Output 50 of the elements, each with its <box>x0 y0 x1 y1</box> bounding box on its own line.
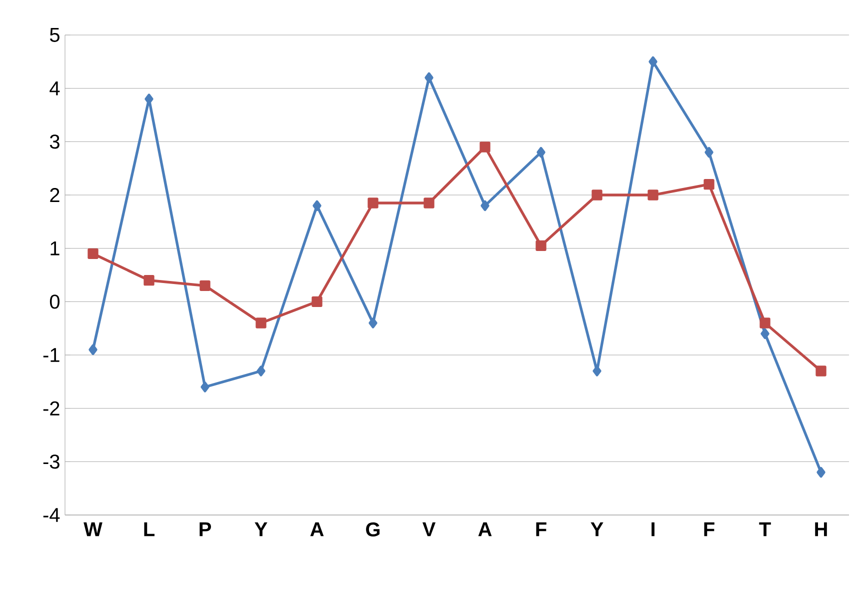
x-tick-label: Y <box>254 522 268 536</box>
x-tick-label: H <box>815 522 827 536</box>
point <box>648 190 658 200</box>
point <box>368 198 378 208</box>
point <box>480 142 490 152</box>
x-tick-label: W <box>84 522 102 536</box>
point <box>200 382 210 392</box>
y-tick-label: 2 <box>50 188 60 202</box>
x-tick-label: G <box>366 522 380 537</box>
point <box>256 366 266 376</box>
y-tick-label: 4 <box>50 81 60 96</box>
point <box>424 198 434 208</box>
x-tick-label: L <box>144 522 154 536</box>
y-tick-label: -2 <box>43 401 60 416</box>
y-tick-label: 0 <box>50 294 60 309</box>
point <box>312 200 322 212</box>
x-tick-label: I <box>652 522 654 536</box>
y-tick-label: 1 <box>50 241 60 256</box>
x-tick-label: T <box>759 522 771 536</box>
point <box>88 248 98 260</box>
point <box>368 318 378 328</box>
y-tick-label: -4 <box>43 508 60 522</box>
x-tick-label: V <box>422 522 436 536</box>
point <box>88 344 98 356</box>
point <box>648 56 658 67</box>
x-tick-label: F <box>704 522 714 536</box>
point <box>200 280 210 292</box>
y-tick-label: 5 <box>50 28 60 42</box>
x-tick-label: Y <box>590 522 604 536</box>
point <box>256 318 266 328</box>
point <box>816 466 826 478</box>
point <box>312 296 322 307</box>
y-tick-label: -3 <box>43 454 60 469</box>
point <box>760 328 770 339</box>
x-tick-label: A <box>478 522 492 536</box>
x-tick-label: P <box>200 522 211 536</box>
point <box>536 240 546 251</box>
point <box>704 147 714 158</box>
point <box>144 275 154 286</box>
point <box>424 72 434 84</box>
x-tick-label: F <box>536 522 546 536</box>
point <box>704 179 714 190</box>
point <box>536 147 546 158</box>
point <box>592 190 602 200</box>
point <box>760 318 770 328</box>
point <box>480 200 490 212</box>
point <box>816 366 826 376</box>
y-tick-label: -1 <box>43 348 60 362</box>
y-tick-label: 3 <box>50 134 60 149</box>
x-tick-label: A <box>310 522 324 536</box>
